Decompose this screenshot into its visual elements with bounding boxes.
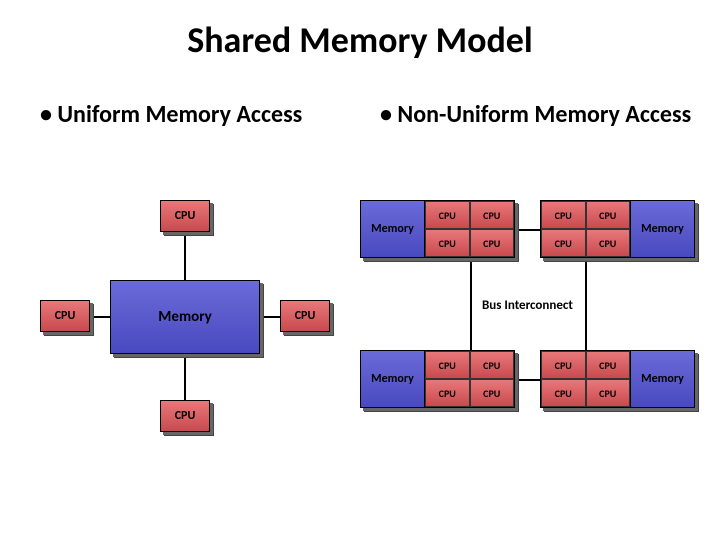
uma-diagram: Memory CPU CPU CPU CPU [40, 190, 330, 450]
numa-node-tr: CPU CPU CPU CPU Memory [540, 200, 695, 258]
numa-node-tl-cpus: CPU CPU CPU CPU [425, 201, 514, 257]
uma-cpu-left-label: CPU [55, 309, 76, 323]
numa-node-bl-mem: Memory [361, 351, 425, 407]
uma-line-top [184, 232, 186, 280]
numa-cpu: CPU [425, 351, 470, 379]
uma-memory-label: Memory [158, 308, 211, 326]
numa-cpu: CPU [541, 201, 586, 229]
numa-node-br-mem: Memory [630, 351, 694, 407]
uma-cpu-left: CPU [40, 300, 90, 332]
numa-node-br-cpus: CPU CPU CPU CPU [541, 351, 630, 407]
numa-diagram: Bus Interconnect Memory CPU CPU CPU CPU … [360, 200, 700, 430]
uma-line-bottom [184, 354, 186, 400]
uma-cpu-top-label: CPU [175, 209, 196, 223]
numa-cpu: CPU [425, 229, 470, 257]
uma-cpu-right-label: CPU [295, 309, 316, 323]
numa-cpu: CPU [586, 351, 631, 379]
numa-cpu: CPU [470, 351, 515, 379]
uma-cpu-right: CPU [280, 300, 330, 332]
uma-line-right [260, 316, 280, 318]
numa-bus-label: Bus Interconnect [482, 298, 573, 313]
numa-cpu: CPU [425, 201, 470, 229]
slide-title: Shared Memory Model [0, 18, 720, 62]
uma-cpu-bottom-label: CPU [175, 409, 196, 423]
numa-node-bl: Memory CPU CPU CPU CPU [360, 350, 515, 408]
numa-node-tr-cpus: CPU CPU CPU CPU [541, 201, 630, 257]
numa-cpu: CPU [586, 379, 631, 407]
numa-node-tl-mem: Memory [361, 201, 425, 257]
numa-cpu: CPU [425, 379, 470, 407]
numa-cpu: CPU [470, 229, 515, 257]
right-heading: Non-Uniform Memory Access [380, 100, 700, 129]
numa-cpu: CPU [586, 229, 631, 257]
uma-memory: Memory [110, 280, 260, 354]
uma-cpu-bottom: CPU [160, 400, 210, 432]
numa-node-tl: Memory CPU CPU CPU CPU [360, 200, 515, 258]
numa-node-br: CPU CPU CPU CPU Memory [540, 350, 695, 408]
left-heading: Uniform Memory Access [40, 100, 320, 129]
numa-node-bl-cpus: CPU CPU CPU CPU [425, 351, 514, 407]
uma-line-left [90, 316, 110, 318]
uma-cpu-top: CPU [160, 200, 210, 232]
numa-cpu: CPU [541, 379, 586, 407]
numa-cpu: CPU [541, 229, 586, 257]
numa-cpu: CPU [541, 351, 586, 379]
numa-cpu: CPU [586, 201, 631, 229]
numa-cpu: CPU [470, 201, 515, 229]
numa-node-tr-mem: Memory [630, 201, 694, 257]
numa-cpu: CPU [470, 379, 515, 407]
